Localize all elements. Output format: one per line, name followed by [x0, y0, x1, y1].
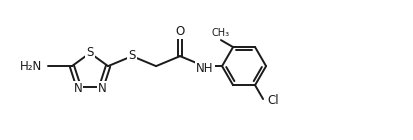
Text: CH₃: CH₃	[211, 28, 230, 38]
Text: N: N	[97, 82, 106, 95]
Text: S: S	[128, 49, 135, 62]
Text: Cl: Cl	[266, 94, 278, 107]
Text: S: S	[86, 46, 93, 59]
Text: NH: NH	[196, 62, 213, 75]
Text: N: N	[73, 82, 82, 95]
Text: H₂N: H₂N	[20, 60, 42, 73]
Text: O: O	[175, 25, 184, 38]
